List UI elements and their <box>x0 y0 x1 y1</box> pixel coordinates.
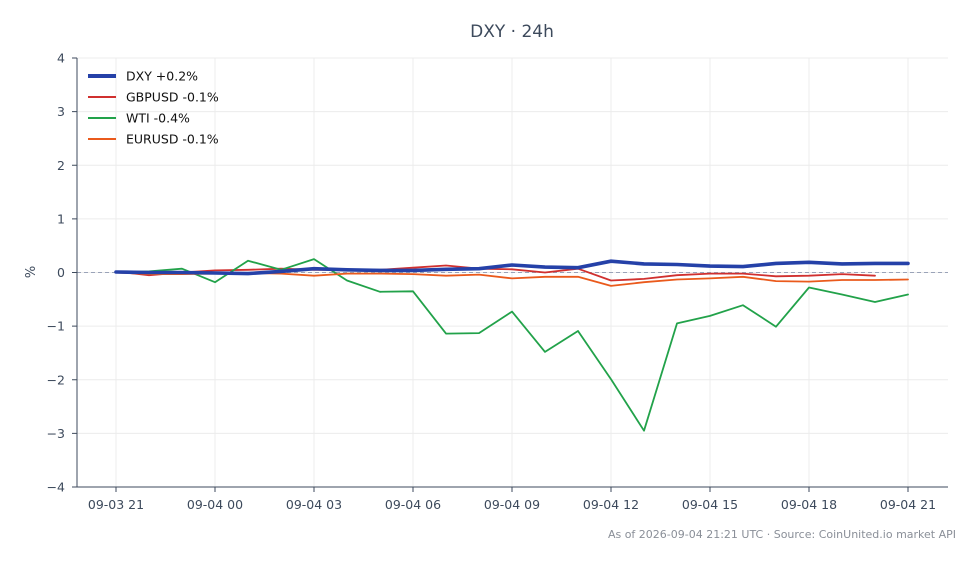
legend-label: WTI -0.4% <box>126 111 190 126</box>
x-tick-label: 09-04 06 <box>385 497 441 512</box>
y-tick-label: −1 <box>47 319 65 334</box>
series-line <box>114 259 910 276</box>
legend: DXY +0.2% GBPUSD -0.1% WTI -0.4% EURUSD -0.… <box>88 69 219 147</box>
x-tick-label: 09-04 09 <box>484 497 540 512</box>
x-tick-label: 09-04 12 <box>583 497 639 512</box>
legend-label: GBPUSD -0.1% <box>126 90 219 105</box>
y-tick-label: −3 <box>47 426 65 441</box>
y-tick-label: −2 <box>47 372 65 387</box>
legend-label: DXY +0.2% <box>126 69 198 84</box>
x-tick-label: 09-04 15 <box>682 497 738 512</box>
y-tick-label: −4 <box>47 480 65 495</box>
x-tick-label: 09-04 18 <box>781 497 837 512</box>
axes: 4 3 2 1 0 −1 −2 −3 −4 09-03 21 09-04 00 09-04 03 09-… <box>47 51 948 512</box>
y-tick-label: 4 <box>57 51 65 66</box>
chart-title: DXY · 24h <box>470 22 554 42</box>
y-axis-label: % <box>24 266 39 278</box>
x-tick-label: 09-03 21 <box>88 497 144 512</box>
x-tick-label: 09-04 00 <box>187 497 243 512</box>
x-tick-label: 09-04 03 <box>286 497 342 512</box>
series-line <box>115 258 909 432</box>
source-footnote: As of 2026-09-04 21:21 UTC · Source: Coi… <box>608 528 956 541</box>
y-tick-label: 3 <box>57 104 65 119</box>
series-line <box>115 264 876 282</box>
y-tick-label: 1 <box>57 211 65 226</box>
y-tick-label: 2 <box>57 158 65 173</box>
x-tick-label: 09-04 21 <box>880 497 936 512</box>
legend-label: EURUSD -0.1% <box>126 132 219 147</box>
y-tick-label: 0 <box>57 265 65 280</box>
series-lines <box>114 258 910 432</box>
